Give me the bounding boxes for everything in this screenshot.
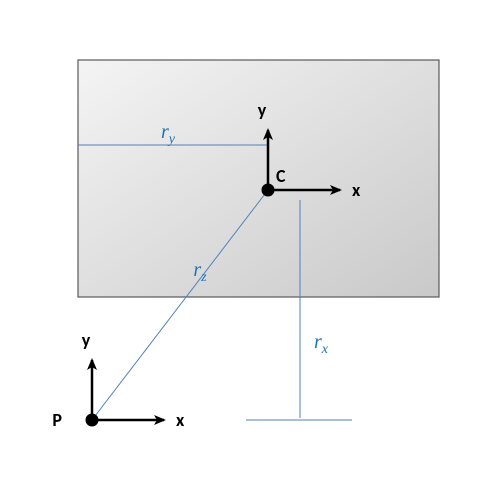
label-c: C bbox=[276, 165, 286, 187]
point-c bbox=[262, 184, 275, 197]
shaded-rectangle bbox=[78, 60, 439, 297]
c-y-label: y bbox=[258, 99, 267, 121]
p-y-label: y bbox=[82, 329, 91, 351]
point-p bbox=[86, 414, 99, 427]
label-p: P bbox=[52, 409, 62, 431]
p-x-label: x bbox=[176, 409, 185, 431]
rx-label: rx bbox=[314, 331, 329, 357]
c-x-label: x bbox=[352, 179, 361, 201]
